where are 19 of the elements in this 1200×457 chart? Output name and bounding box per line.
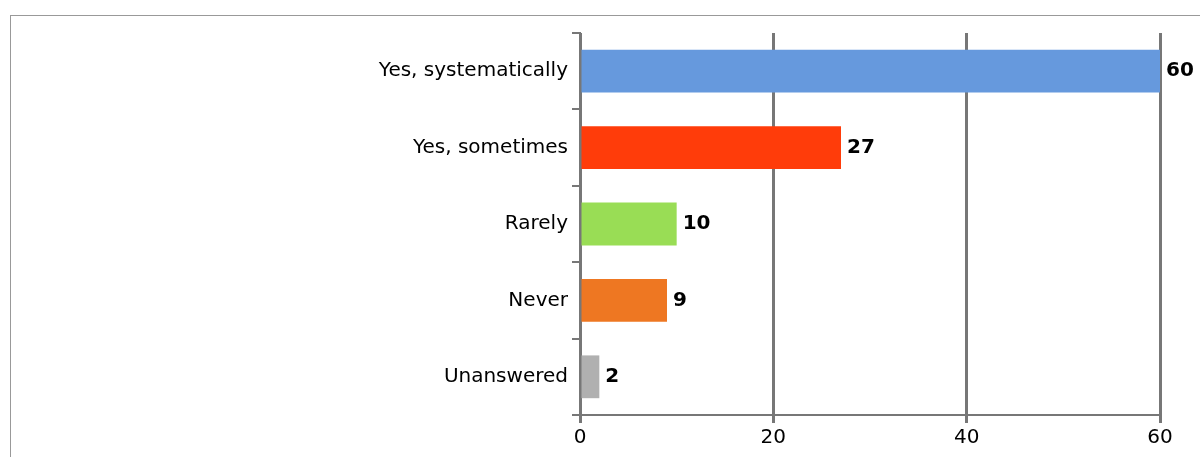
data-label: 10 <box>682 210 711 235</box>
y-tick-label: Yes, systematically <box>377 57 569 82</box>
y-tick-label: Rarely <box>504 210 569 235</box>
x-tick-label: 40 <box>953 424 980 449</box>
data-label: 2 <box>605 363 620 387</box>
y-tick-label: Yes, sometimes <box>411 133 568 158</box>
x-tick-label: 20 <box>760 424 787 449</box>
y-tick-label: Unanswered <box>443 363 568 387</box>
bar <box>581 49 1160 93</box>
bar <box>581 126 841 169</box>
data-label: 27 <box>847 133 875 158</box>
data-label: 9 <box>673 286 687 311</box>
bar <box>581 279 667 322</box>
bar <box>581 355 600 399</box>
data-label: 60 <box>1166 57 1194 82</box>
y-tick-label: Never <box>508 286 569 311</box>
bar <box>581 202 677 246</box>
x-tick-label: 60 <box>1147 424 1173 449</box>
x-tick-label: 0 <box>573 424 587 449</box>
